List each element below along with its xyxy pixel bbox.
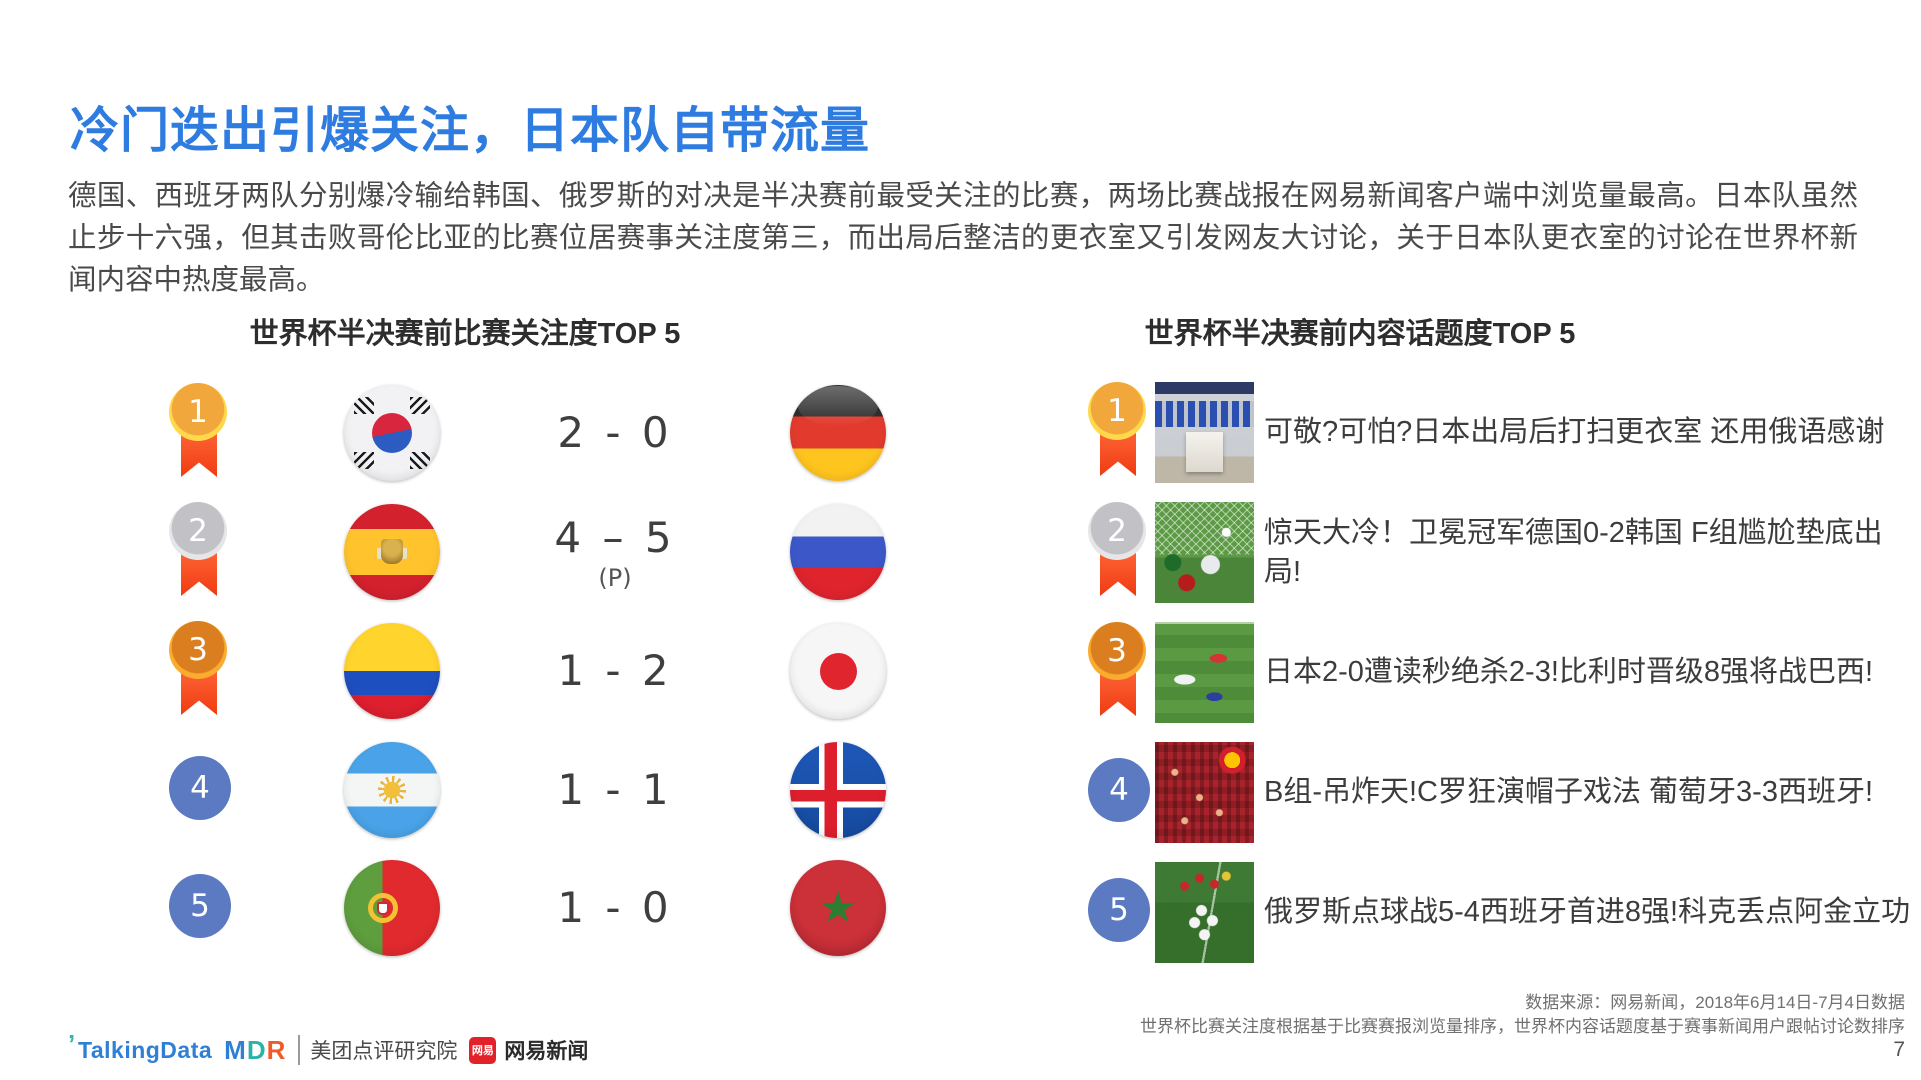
summary-paragraph: 德国、西班牙两队分别爆冷输给韩国、俄罗斯的对决是半决赛前最受关注的比赛，两场比赛…	[68, 179, 1858, 296]
talkingdata-logo: TalkingData	[68, 1029, 212, 1064]
flag-japan-icon	[790, 623, 886, 719]
score-box: 2 - 0	[505, 383, 725, 483]
score-box: 1 - 1	[505, 740, 725, 840]
rank-medal: 4	[169, 740, 231, 840]
match-row: 1 2 - 0	[0, 383, 960, 483]
rank-medal: 5	[1088, 862, 1150, 962]
news-row: 5 俄罗斯点球战5-4西班牙首进8强!科克丢点阿金立功	[1088, 862, 1918, 963]
match-score: 1 - 0	[557, 882, 673, 932]
page-number: 7	[1893, 1038, 1905, 1061]
medal-circle-icon: 4	[1088, 758, 1150, 822]
news-thumbnail-players-down	[1155, 622, 1254, 723]
rank-medal: 3	[169, 621, 231, 721]
meituan-dianping-institute-label: 美团点评研究院	[298, 1035, 457, 1065]
news-title: 惊天大冷！卫冕冠军德国0-2韩国 F组尴尬垫底出局!	[1264, 516, 1883, 588]
rank-number: 3	[188, 632, 208, 668]
match-row: 3 1 - 2	[0, 621, 960, 721]
flag-argentina-icon	[344, 742, 440, 838]
page-title: 冷门迭出引爆关注，日本队自带流量	[70, 103, 871, 158]
netease-logo-icon: 网易	[469, 1036, 497, 1064]
rank-number: 4	[1109, 772, 1129, 808]
right-panel-header: 世界杯半决赛前内容话题度TOP 5	[1144, 318, 1576, 350]
match-row: 2 4 – 5 (P)	[0, 502, 960, 602]
rank-number: 1	[1107, 393, 1127, 429]
rank-number: 1	[188, 394, 208, 430]
news-title: 日本2-0遭读秒绝杀2-3!比利时晋级8强将战巴西!	[1264, 656, 1874, 688]
medal-circle-icon: 3	[169, 621, 227, 679]
news-title: B组-吊炸天!C罗狂演帽子戏法 葡萄牙3-3西班牙!	[1264, 776, 1874, 808]
news-row: 3 日本2-0遭读秒绝杀2-3!比利时晋级8强将战巴西!	[1088, 622, 1918, 723]
match-score: 1 - 1	[557, 764, 673, 814]
score-note: (P)	[598, 563, 632, 592]
match-row: 5 1 - 0	[0, 858, 960, 958]
match-score: 4 – 5	[554, 512, 676, 562]
rank-medal: 4	[1088, 742, 1150, 842]
score-box: 1 - 0	[505, 858, 725, 958]
rank-medal: 2	[169, 502, 231, 602]
rank-number: 2	[188, 513, 208, 549]
rank-number: 5	[190, 888, 210, 924]
match-score: 2 - 0	[557, 407, 673, 457]
rank-medal: 2	[1088, 502, 1150, 602]
data-source-line: 数据来源：网易新闻，2018年6月14日-7月4日数据	[1525, 993, 1905, 1012]
news-thumbnail-goal-scene	[1155, 502, 1254, 603]
rank-medal: 3	[1088, 622, 1150, 722]
medal-circle-icon: 3	[1088, 622, 1146, 680]
flag-russia-icon	[790, 504, 886, 600]
news-thumbnail-fans-crowd	[1155, 742, 1254, 843]
medal-circle-icon: 1	[169, 383, 227, 441]
rank-number: 3	[1107, 633, 1127, 669]
medal-circle-icon: 2	[1088, 502, 1146, 560]
left-panel-header: 世界杯半决赛前比赛关注度TOP 5	[249, 318, 681, 350]
news-row: 1 可敬?可怕?日本出局后打扫更衣室 还用俄语感谢	[1088, 382, 1918, 483]
mdr-logo: MDR	[224, 1034, 287, 1065]
medal-circle-icon: 4	[169, 756, 231, 820]
medal-circle-icon: 1	[1088, 382, 1146, 440]
score-box: 1 - 2	[505, 621, 725, 721]
rank-number: 2	[1107, 513, 1127, 549]
flag-portugal-icon	[344, 860, 440, 956]
news-title: 可敬?可怕?日本出局后打扫更衣室 还用俄语感谢	[1264, 416, 1885, 448]
score-box: 4 – 5 (P)	[505, 502, 725, 602]
methodology-line: 世界杯比赛关注度根据基于比赛赛报浏览量排序，世界杯内容话题度基于赛事新闻用户跟帖…	[1140, 1017, 1905, 1036]
rank-medal: 1	[1088, 382, 1150, 482]
match-row: 4 1 - 1	[0, 740, 960, 840]
medal-circle-icon: 5	[1088, 878, 1150, 942]
news-row: 4 B组-吊炸天!C罗狂演帽子戏法 葡萄牙3-3西班牙!	[1088, 742, 1918, 843]
news-thumbnail-locker-room	[1155, 382, 1254, 483]
rank-medal: 5	[169, 858, 231, 958]
medal-circle-icon: 2	[169, 502, 227, 560]
flag-colombia-icon	[344, 623, 440, 719]
news-row: 2 惊天大冷！卫冕冠军德国0-2韩国 F组尴尬垫底出局!	[1088, 502, 1918, 603]
logo-bar: TalkingData MDR 美团点评研究院 网易 网易新闻	[68, 1029, 589, 1066]
rank-number: 4	[190, 770, 210, 806]
flag-germany-icon	[790, 385, 886, 481]
flag-south-korea-icon	[344, 385, 440, 481]
flag-morocco-icon	[790, 860, 886, 956]
netease-news-label: 网易新闻	[504, 1040, 589, 1063]
news-title: 俄罗斯点球战5-4西班牙首进8强!科克丢点阿金立功	[1264, 896, 1911, 928]
match-score: 1 - 2	[557, 645, 673, 695]
flag-iceland-icon	[790, 742, 886, 838]
flag-spain-icon	[344, 504, 440, 600]
rank-number: 5	[1109, 892, 1129, 928]
news-thumbnail-celebration	[1155, 862, 1254, 963]
medal-circle-icon: 5	[169, 874, 231, 938]
rank-medal: 1	[169, 383, 231, 483]
